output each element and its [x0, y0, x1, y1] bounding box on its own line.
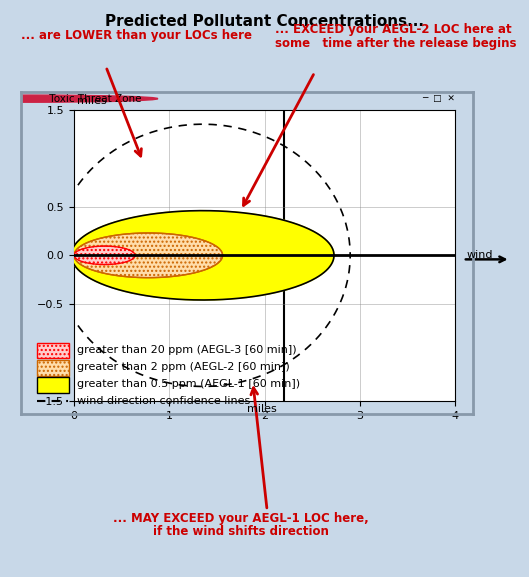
Text: Toxic Threat Zone: Toxic Threat Zone [46, 93, 142, 104]
Bar [38, 343, 69, 358]
Text: ... MAY EXCEED your AEGL-1 LOC here,: ... MAY EXCEED your AEGL-1 LOC here, [113, 512, 369, 525]
Text: some   time after the release begins: some time after the release begins [275, 37, 517, 50]
Polygon shape [71, 211, 334, 300]
Text: wind: wind [467, 250, 493, 260]
Polygon shape [74, 233, 223, 278]
Text: ─  □  ✕: ─ □ ✕ [423, 94, 455, 103]
Bar [38, 360, 69, 376]
Circle shape [0, 95, 158, 102]
Polygon shape [74, 246, 135, 264]
Text: greater than 2 ppm (AEGL-2 [60 min]): greater than 2 ppm (AEGL-2 [60 min]) [77, 362, 290, 372]
Text: greater than 20 ppm (AEGL-3 [60 min]): greater than 20 ppm (AEGL-3 [60 min]) [77, 345, 297, 355]
Text: miles: miles [247, 404, 277, 414]
Text: ... are LOWER than your LOCs here: ... are LOWER than your LOCs here [21, 29, 252, 42]
Bar [38, 377, 69, 393]
Text: wind direction confidence lines: wind direction confidence lines [77, 396, 251, 406]
Text: ... EXCEED your AEGL-2 LOC here at: ... EXCEED your AEGL-2 LOC here at [275, 23, 512, 36]
Text: greater than 0.5 ppm (AEGL-1 [60 min]): greater than 0.5 ppm (AEGL-1 [60 min]) [77, 379, 300, 389]
Text: miles: miles [77, 96, 106, 106]
Text: Predicted Pollutant Concentrations...: Predicted Pollutant Concentrations... [105, 14, 424, 29]
Text: if the wind shifts direction: if the wind shifts direction [153, 524, 329, 538]
